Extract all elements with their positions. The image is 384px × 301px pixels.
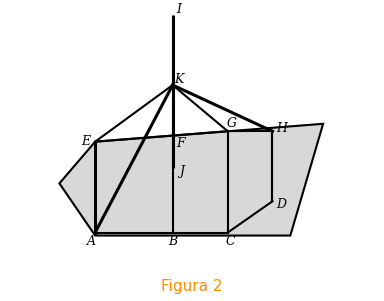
Text: F: F (176, 137, 184, 150)
Text: E: E (82, 135, 91, 148)
Text: I: I (177, 3, 182, 16)
Text: K: K (174, 73, 184, 86)
Text: A: A (87, 235, 96, 248)
Polygon shape (60, 124, 323, 236)
Text: Figura 2: Figura 2 (161, 279, 223, 294)
Text: J: J (179, 165, 184, 178)
Text: D: D (276, 198, 286, 211)
Text: H: H (276, 122, 287, 135)
Text: C: C (226, 235, 235, 248)
Text: G: G (226, 117, 236, 130)
Text: B: B (168, 235, 177, 248)
